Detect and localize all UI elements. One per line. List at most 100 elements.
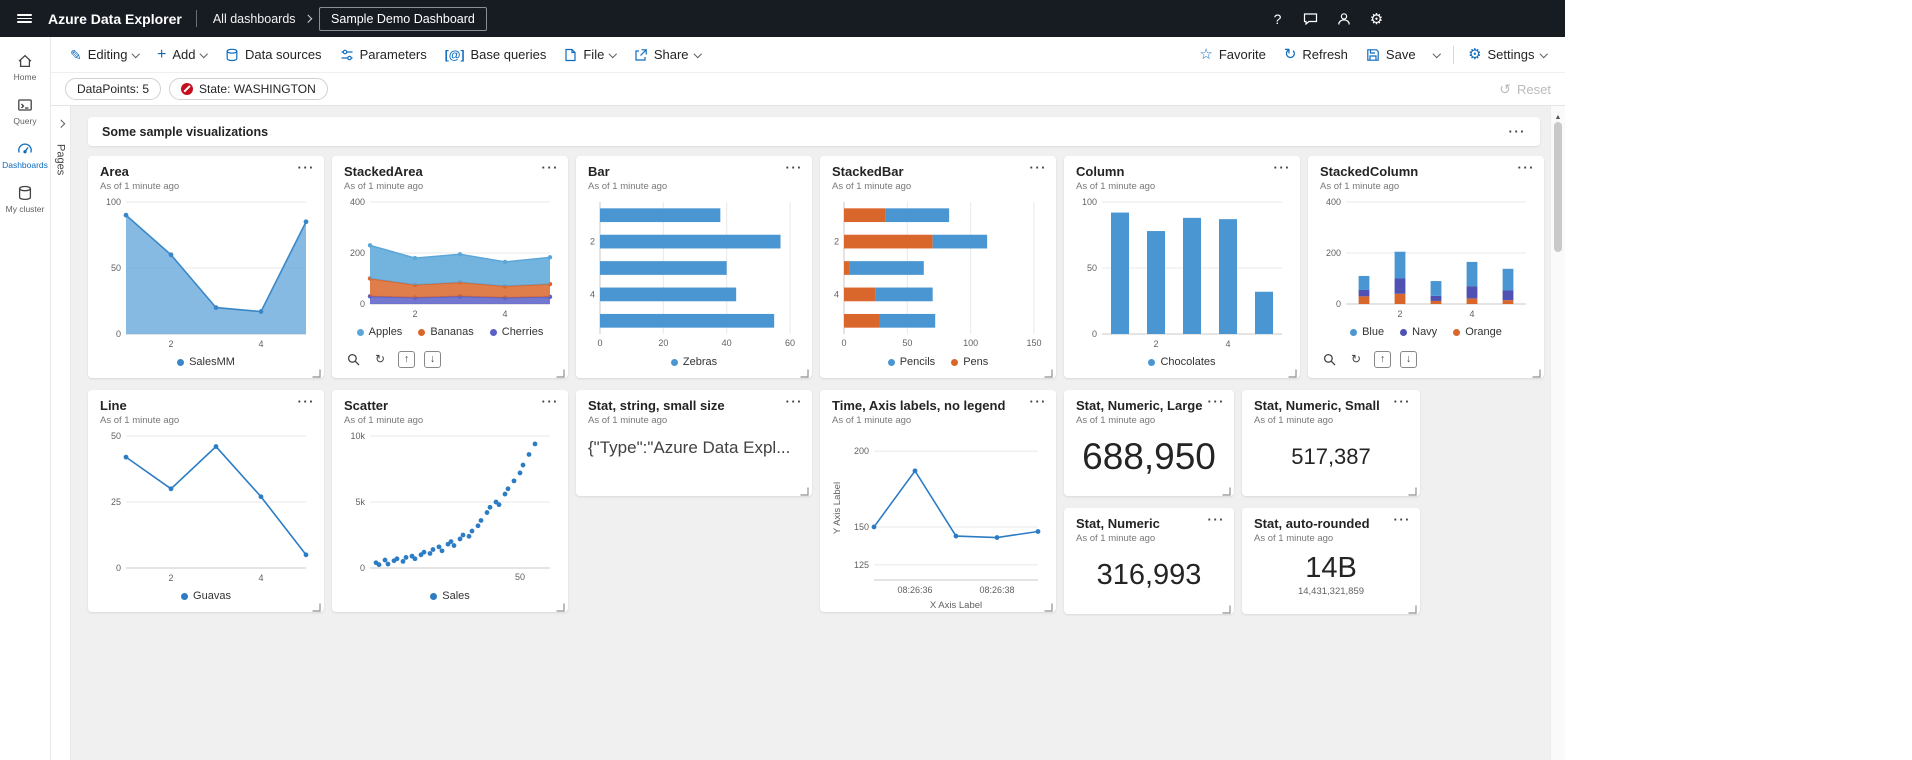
svg-text:100: 100	[1082, 197, 1097, 207]
sidebar-item-my-cluster[interactable]: My cluster	[0, 177, 50, 221]
resize-corner-icon[interactable]	[1043, 600, 1053, 612]
tile-subtitle: As of 1 minute ago	[832, 415, 912, 426]
tile-menu-button[interactable]: ···	[1517, 160, 1535, 175]
file-menu-button[interactable]: File	[555, 41, 624, 69]
sidebar-item-home[interactable]: Home	[0, 45, 50, 89]
svg-text:4: 4	[1469, 309, 1474, 319]
base-queries-button[interactable]: [@] Base queries	[436, 41, 556, 69]
tile-stat-string: Stat, string, small size As of 1 minute a…	[576, 390, 812, 496]
tile-menu-button[interactable]: ···	[1207, 394, 1225, 409]
arrow-up-icon[interactable]: ↑	[398, 350, 415, 368]
pages-expand-button[interactable]	[54, 118, 68, 132]
resize-corner-icon[interactable]	[799, 366, 809, 378]
tile-menu-button[interactable]: ···	[1029, 394, 1047, 409]
sidebar-item-query[interactable]: Query	[0, 89, 50, 133]
legend-item[interactable]: Navy	[1400, 326, 1437, 338]
tile-title: StackedColumn	[1320, 164, 1419, 179]
resize-corner-icon[interactable]	[1287, 366, 1297, 378]
tile-menu-button[interactable]: ···	[785, 394, 803, 409]
legend-item[interactable]: Blue	[1350, 326, 1384, 338]
tile-menu-button[interactable]: ···	[785, 160, 803, 175]
cycle-icon[interactable]: ↻	[1347, 350, 1365, 368]
chart-line: 0 25 50 2 4	[111, 431, 309, 583]
stat-value-container: 688,950	[1064, 426, 1234, 496]
tile-menu-button[interactable]: ···	[1393, 394, 1411, 409]
tile-subtitle: As of 1 minute ago	[344, 415, 424, 426]
resize-corner-icon[interactable]	[1221, 484, 1231, 496]
legend-item[interactable]: Zebras	[670, 356, 717, 368]
resize-corner-icon[interactable]	[1407, 484, 1417, 496]
vertical-scrollbar[interactable]: ▲	[1550, 106, 1565, 760]
save-button[interactable]: Save	[1357, 41, 1425, 69]
add-menu-button[interactable]: + Add	[148, 41, 216, 69]
database-icon	[225, 48, 239, 62]
sidebar-item-dashboards[interactable]: Dashboards	[0, 133, 50, 177]
feedback-button[interactable]	[1294, 0, 1327, 37]
tile-header: Line As of 1 minute ago	[88, 390, 324, 426]
arrow-down-icon[interactable]: ↓	[1400, 350, 1417, 368]
resize-corner-icon[interactable]	[1043, 366, 1053, 378]
arrow-down-icon[interactable]: ↓	[424, 350, 441, 368]
resize-corner-icon[interactable]	[1407, 602, 1417, 614]
tile-menu-button[interactable]: ···	[541, 394, 559, 409]
scrollbar-thumb[interactable]	[1554, 122, 1562, 252]
arrow-up-icon[interactable]: ↑	[1374, 350, 1391, 368]
resize-corner-icon[interactable]	[799, 484, 809, 496]
tile-menu-button[interactable]: ···	[1273, 160, 1291, 175]
stat-value: 14B	[1305, 551, 1357, 584]
breadcrumb-all-dashboards[interactable]: All dashboards	[212, 11, 296, 26]
tile-subtitle: As of 1 minute ago	[1076, 181, 1156, 192]
legend-item[interactable]: Sales	[430, 590, 470, 602]
zoom-icon[interactable]	[1320, 350, 1338, 368]
cycle-icon[interactable]: ↻	[371, 350, 389, 368]
tile-subtitle: As of 1 minute ago	[344, 181, 424, 192]
resize-corner-icon[interactable]	[555, 366, 565, 378]
scroll-up-arrow-icon[interactable]: ▲	[1551, 110, 1565, 124]
resize-corner-icon[interactable]	[555, 600, 565, 612]
editing-menu-button[interactable]: ✎ Editing	[61, 41, 148, 69]
share-label: Share	[653, 47, 689, 62]
resize-corner-icon[interactable]	[311, 366, 321, 378]
toolbar-divider	[1453, 45, 1455, 64]
help-button[interactable]: ?	[1261, 0, 1294, 37]
hamburger-menu-button[interactable]	[0, 0, 48, 37]
legend-item[interactable]: SalesMM	[177, 356, 235, 368]
global-settings-button[interactable]: ⚙	[1360, 0, 1393, 37]
dashboard-name-box[interactable]: Sample Demo Dashboard	[319, 6, 487, 31]
tile-bar: Bar As of 1 minute ago ··· 0 20 40 60 2 4 Zebras	[576, 156, 812, 378]
legend-item[interactable]: Guavas	[181, 590, 231, 602]
chart-area: 0 50 100 150 2 4	[828, 194, 1048, 352]
legend-item[interactable]: Cherries	[489, 326, 543, 338]
filter-pill-datapoints[interactable]: DataPoints: 5	[65, 78, 162, 100]
resize-corner-icon[interactable]	[311, 600, 321, 612]
settings-menu-button[interactable]: ⚙ Settings	[1459, 41, 1555, 69]
tile-menu-button[interactable]: ···	[1029, 160, 1047, 175]
tile-menu-button[interactable]: ···	[541, 160, 559, 175]
tile-menu-button[interactable]: ···	[297, 394, 315, 409]
favorite-button[interactable]: ☆ Favorite	[1190, 41, 1274, 69]
data-sources-button[interactable]: Data sources	[216, 41, 331, 69]
filter-pill-state[interactable]: State: WASHINGTON	[169, 78, 328, 100]
section-menu-button[interactable]: ···	[1508, 124, 1526, 139]
tile-menu-button[interactable]: ···	[1393, 512, 1411, 527]
save-icon	[1366, 48, 1380, 62]
zoom-icon[interactable]	[344, 350, 362, 368]
account-button[interactable]	[1327, 0, 1360, 37]
legend-item[interactable]: Orange	[1453, 326, 1502, 338]
save-split-chevron-button[interactable]	[1425, 41, 1449, 69]
share-menu-button[interactable]: Share	[625, 41, 709, 69]
resize-corner-icon[interactable]	[1221, 602, 1231, 614]
chart-area: 0 5k 10k 50	[340, 428, 560, 586]
legend-item[interactable]: Bananas	[418, 326, 474, 338]
file-label: File	[583, 47, 605, 62]
resize-corner-icon[interactable]	[1531, 366, 1541, 378]
legend-item[interactable]: Pens	[951, 356, 988, 368]
legend-item[interactable]: Chocolates	[1148, 356, 1216, 368]
reset-button[interactable]: ↺ Reset	[1499, 81, 1551, 98]
legend-item[interactable]: Pencils	[887, 356, 935, 368]
tile-menu-button[interactable]: ···	[1207, 512, 1225, 527]
parameters-button[interactable]: Parameters	[331, 41, 436, 69]
refresh-button[interactable]: ↻ Refresh	[1275, 41, 1357, 69]
tile-menu-button[interactable]: ···	[297, 160, 315, 175]
legend-item[interactable]: Apples	[356, 326, 402, 338]
